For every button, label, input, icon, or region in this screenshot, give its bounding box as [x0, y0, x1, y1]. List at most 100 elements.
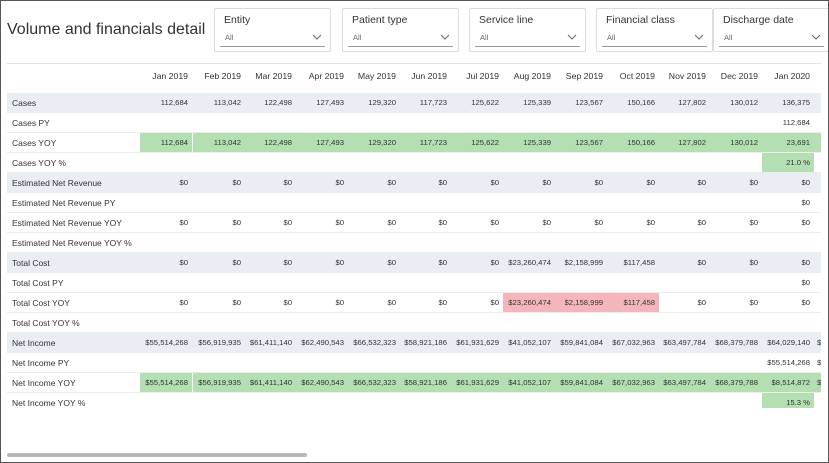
row-label: Estimated Net Revenue YOY [12, 218, 122, 228]
row-label: Net Income YOY [12, 378, 76, 388]
table-cell: $63,497,784 [663, 338, 706, 347]
table-cell: $0 [387, 298, 396, 307]
chevron-down-icon[interactable] [439, 32, 451, 42]
table-cell [140, 233, 192, 252]
scrollbar-thumb[interactable] [7, 453, 307, 457]
column-header[interactable]: Sep 2019 [565, 71, 603, 81]
column-header[interactable]: Jul 2019 [466, 71, 499, 81]
filter-dropdown[interactable]: All [220, 30, 325, 47]
chevron-down-icon[interactable] [311, 32, 323, 42]
table-cell [555, 353, 607, 372]
chevron-down-icon[interactable] [693, 32, 705, 42]
chevron-down-icon[interactable] [810, 32, 822, 42]
table-cell [607, 353, 659, 372]
table-row: Net Income $55,514,268 $56,919,935 $61,411,… [7, 333, 821, 353]
table-cell [296, 233, 348, 252]
table-cell: $0 [697, 298, 706, 307]
row-label: Estimated Net Revenue PY [12, 198, 116, 208]
column-header[interactable]: Oct 2019 [619, 71, 655, 81]
table-cell [503, 233, 555, 252]
table-cell: $58,921,186 [404, 338, 447, 347]
filter-service-line: Service line All [469, 8, 586, 52]
column-header[interactable]: Jan 2020 [774, 71, 810, 81]
table-cell: $0 [387, 218, 396, 227]
table-cell: $66,532,323 [348, 373, 400, 392]
table-cell [348, 113, 400, 132]
table-cell [814, 173, 821, 192]
table-cell [399, 393, 451, 408]
table-cell [244, 353, 296, 372]
table-cell: $63,497,784 [658, 373, 710, 392]
table-cell: $8,514,872 [762, 373, 814, 392]
table-cell [503, 273, 555, 292]
table-cell: $0 [490, 178, 499, 187]
table-cell: $0 [283, 178, 292, 187]
table-cell: $0 [801, 178, 810, 187]
column-header[interactable]: Jun 2019 [411, 71, 447, 81]
table-cell: 123,567 [555, 133, 607, 152]
table-cell: $2,158,999 [564, 258, 603, 267]
table-cell [607, 233, 659, 252]
table-cell: $0 [801, 258, 810, 267]
table-cell: $0 [801, 298, 810, 307]
table-cell: $59,841,084 [560, 338, 603, 347]
table-cell [658, 233, 710, 252]
table-row: Cases 112,684 113,042 122,498 127,493 129,320… [7, 93, 821, 113]
table-cell: $41,052,107 [508, 338, 551, 347]
table-cell [348, 353, 400, 372]
table-cell: $0 [697, 258, 706, 267]
table-cell: $66,532,323 [353, 338, 396, 347]
column-header[interactable]: Aug 2019 [513, 71, 551, 81]
table-cell [348, 233, 400, 252]
column-header[interactable]: Nov 2019 [668, 71, 706, 81]
table-cell: $55,514,268 [140, 373, 192, 392]
row-label: Net Income PY [12, 358, 70, 368]
table-cell: $0 [232, 178, 241, 187]
filter-dropdown[interactable]: All [719, 30, 824, 47]
table-cell [503, 153, 555, 172]
table-cell: $0 [335, 178, 344, 187]
table-cell: $0 [335, 258, 344, 267]
table-cell [296, 313, 348, 332]
table-cell [451, 233, 503, 252]
filter-dropdown[interactable]: All [348, 30, 453, 47]
table-cell: $0 [749, 178, 758, 187]
column-header[interactable]: Jan 2019 [152, 71, 188, 81]
table-cell: $0 [749, 218, 758, 227]
table-cell [244, 233, 296, 252]
table-cell [296, 273, 348, 292]
table-cell: $0 [387, 258, 396, 267]
table-cell [555, 193, 607, 212]
column-header[interactable]: Dec 2019 [720, 71, 758, 81]
table-cell [607, 273, 659, 292]
table-cell: 113,042 [193, 133, 245, 152]
table-cell [555, 233, 607, 252]
table-cell [607, 193, 659, 212]
table-cell: $0 [801, 278, 810, 287]
column-header[interactable]: Feb 2019 [204, 71, 241, 81]
table-cell: $23,260,474 [503, 293, 555, 312]
table-cell: $0 [283, 258, 292, 267]
column-header[interactable]: Mar 2019 [255, 71, 292, 81]
table-cell [710, 273, 762, 292]
table-cell: 112,684 [140, 133, 192, 152]
table-cell [451, 113, 503, 132]
table-cell [710, 393, 762, 408]
table-cell: 127,493 [296, 133, 348, 152]
column-header[interactable]: May 2019 [357, 71, 396, 81]
table-cell: $0 [438, 258, 447, 267]
table-cell: $62,490,543 [296, 373, 348, 392]
table-cell [244, 313, 296, 332]
table-cell: $117,458 [607, 293, 659, 312]
horizontal-scrollbar[interactable] [7, 453, 821, 457]
table-cell [451, 273, 503, 292]
table-cell [658, 273, 710, 292]
table-cell: $62,490,543 [301, 338, 344, 347]
column-header[interactable]: Apr 2019 [308, 71, 344, 81]
table-cell [193, 233, 245, 252]
chevron-down-icon[interactable] [566, 32, 578, 42]
filter-dropdown[interactable]: All [602, 30, 707, 47]
filter-dropdown[interactable]: All [475, 30, 580, 47]
table-cell [244, 193, 296, 212]
